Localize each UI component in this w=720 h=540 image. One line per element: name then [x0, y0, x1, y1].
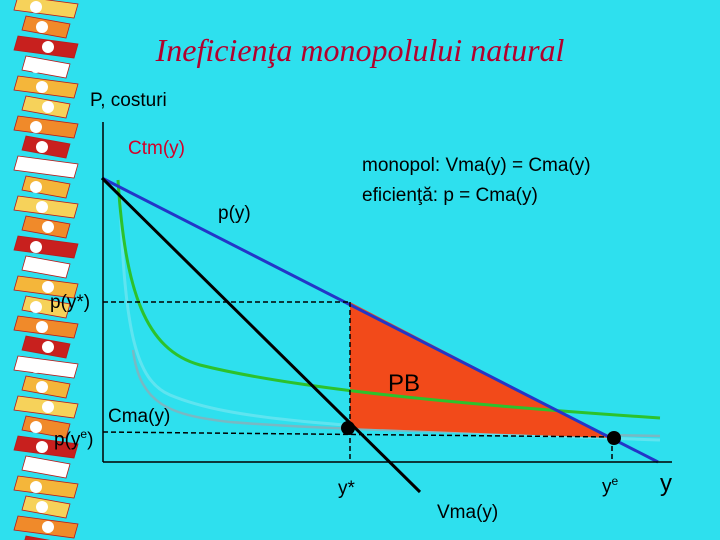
border-ribbon-highlight — [30, 61, 42, 73]
border-ribbon-highlight — [42, 341, 54, 353]
average-cost-curve — [116, 179, 661, 420]
average-cost-label: Ctm(y) — [128, 138, 185, 159]
border-ribbon-highlight — [36, 261, 48, 273]
border-ribbon-highlight — [36, 441, 48, 453]
decorative-border — [0, 0, 95, 540]
efficient-point — [607, 431, 621, 445]
border-ribbon-highlight — [30, 181, 42, 193]
border-ribbon-highlight — [42, 521, 54, 533]
monopoly-qty-label: y* — [338, 478, 355, 499]
deadweight-loss-label: PB — [388, 370, 421, 397]
border-ribbon-highlight — [30, 241, 42, 253]
border-ribbon-highlight — [36, 321, 48, 333]
border-ribbon-highlight — [42, 401, 54, 413]
border-ribbon-segment — [13, 475, 79, 499]
border-ribbon-segment — [24, 535, 51, 540]
demand-curve — [101, 176, 659, 464]
monopoly-point — [341, 421, 355, 435]
border-ribbon-highlight — [36, 141, 48, 153]
marginal-cost-label: Cma(y) — [108, 406, 171, 427]
border-ribbon-highlight — [42, 161, 54, 173]
border-ribbon-highlight — [36, 381, 48, 393]
page-title: Ineficienţa monopolului natural — [155, 32, 565, 68]
efficiency-condition: eficienţă: p = Cma(y) — [362, 185, 538, 206]
border-ribbon-highlight — [36, 501, 48, 513]
efficient-qty-label: ye — [602, 474, 619, 498]
border-ribbon-highlight — [42, 461, 54, 473]
border-ribbon-highlight — [30, 481, 42, 493]
border-ribbon-highlight — [42, 281, 54, 293]
marginal-revenue-curve — [100, 176, 422, 494]
border-ribbon-highlight — [30, 421, 42, 433]
border-ribbon-segment — [13, 235, 79, 259]
border-ribbon-highlight — [30, 1, 42, 13]
x-axis-label: y — [660, 470, 672, 497]
demand-label: p(y) — [218, 203, 251, 224]
border-ribbon-highlight — [42, 221, 54, 233]
border-ribbon-highlight — [36, 201, 48, 213]
border-ribbon-highlight — [42, 101, 54, 113]
marginal-revenue-label: Vma(y) — [437, 502, 499, 523]
border-ribbon-highlight — [30, 121, 42, 133]
efficient-price-label: p(ye) — [54, 427, 94, 451]
border-ribbon-segment — [13, 0, 79, 19]
monopoly-price-label: p(y*) — [50, 292, 91, 313]
border-ribbon-highlight — [36, 21, 48, 33]
monopoly-condition: monopol: Vma(y) = Cma(y) — [362, 155, 591, 176]
border-ribbon-segment — [13, 115, 79, 139]
efficient-price-guide — [102, 431, 613, 438]
border-ribbon-highlight — [36, 81, 48, 93]
border-ribbon-highlight — [30, 301, 42, 313]
border-ribbon-highlight — [30, 361, 42, 373]
border-ribbon-highlight — [42, 41, 54, 53]
border-ribbon-segment — [13, 355, 79, 379]
y-axis-label: P, costuri — [90, 90, 167, 111]
